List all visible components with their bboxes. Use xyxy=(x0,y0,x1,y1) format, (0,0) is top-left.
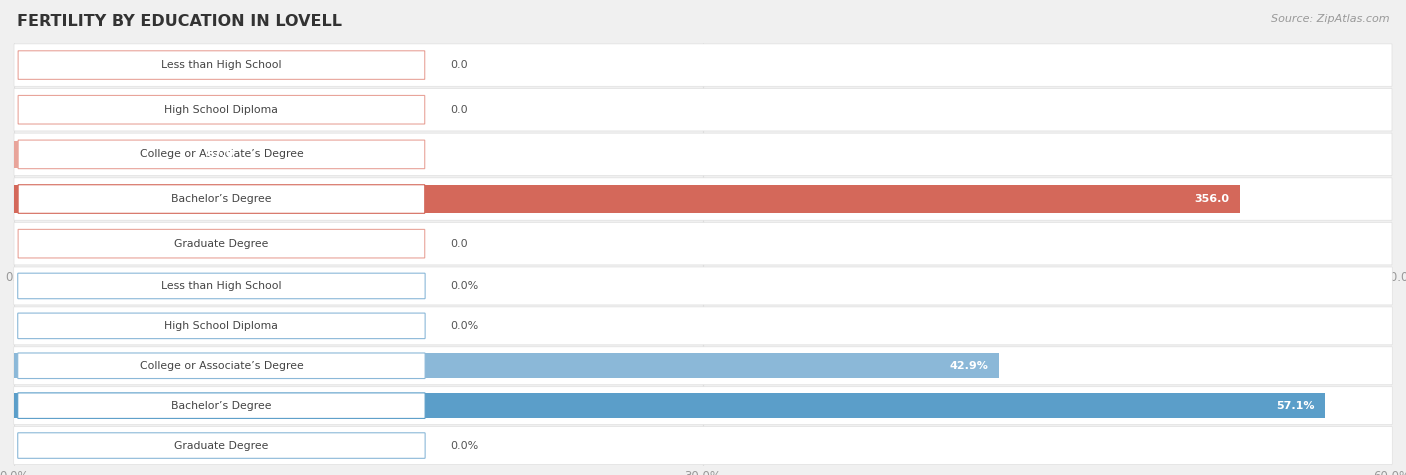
Text: 0.0: 0.0 xyxy=(450,238,468,249)
FancyBboxPatch shape xyxy=(14,347,1392,385)
Text: 0.0: 0.0 xyxy=(450,104,468,115)
Text: Source: ZipAtlas.com: Source: ZipAtlas.com xyxy=(1271,14,1389,24)
FancyBboxPatch shape xyxy=(18,273,425,299)
Text: 67.0: 67.0 xyxy=(207,149,233,160)
Text: Graduate Degree: Graduate Degree xyxy=(174,238,269,249)
Text: FERTILITY BY EDUCATION IN LOVELL: FERTILITY BY EDUCATION IN LOVELL xyxy=(17,14,342,29)
FancyBboxPatch shape xyxy=(14,44,1392,86)
Text: 356.0: 356.0 xyxy=(1194,194,1229,204)
FancyBboxPatch shape xyxy=(18,140,425,169)
Bar xyxy=(14,353,1000,378)
Text: 57.1%: 57.1% xyxy=(1275,400,1315,411)
Bar xyxy=(14,185,1240,213)
Text: Less than High School: Less than High School xyxy=(162,281,281,291)
FancyBboxPatch shape xyxy=(18,433,425,458)
FancyBboxPatch shape xyxy=(14,267,1392,305)
FancyBboxPatch shape xyxy=(14,427,1392,465)
Text: 0.0%: 0.0% xyxy=(450,321,479,331)
FancyBboxPatch shape xyxy=(14,222,1392,265)
FancyBboxPatch shape xyxy=(14,178,1392,220)
Text: High School Diploma: High School Diploma xyxy=(165,104,278,115)
Text: Bachelor’s Degree: Bachelor’s Degree xyxy=(172,400,271,411)
FancyBboxPatch shape xyxy=(14,387,1392,425)
FancyBboxPatch shape xyxy=(14,133,1392,176)
FancyBboxPatch shape xyxy=(18,51,425,79)
Text: High School Diploma: High School Diploma xyxy=(165,321,278,331)
FancyBboxPatch shape xyxy=(18,393,425,418)
Bar xyxy=(14,141,245,168)
FancyBboxPatch shape xyxy=(18,353,425,379)
Text: College or Associate’s Degree: College or Associate’s Degree xyxy=(139,361,304,371)
FancyBboxPatch shape xyxy=(14,307,1392,345)
Text: 0.0: 0.0 xyxy=(450,60,468,70)
Text: Less than High School: Less than High School xyxy=(162,60,281,70)
FancyBboxPatch shape xyxy=(18,229,425,258)
Text: 0.0%: 0.0% xyxy=(450,281,479,291)
Text: 42.9%: 42.9% xyxy=(949,361,988,371)
FancyBboxPatch shape xyxy=(18,313,425,339)
FancyBboxPatch shape xyxy=(14,88,1392,131)
Text: College or Associate’s Degree: College or Associate’s Degree xyxy=(139,149,304,160)
Text: 0.0%: 0.0% xyxy=(450,440,479,451)
FancyBboxPatch shape xyxy=(18,95,425,124)
Text: Bachelor’s Degree: Bachelor’s Degree xyxy=(172,194,271,204)
Text: Graduate Degree: Graduate Degree xyxy=(174,440,269,451)
Bar xyxy=(14,393,1326,418)
FancyBboxPatch shape xyxy=(18,185,425,213)
